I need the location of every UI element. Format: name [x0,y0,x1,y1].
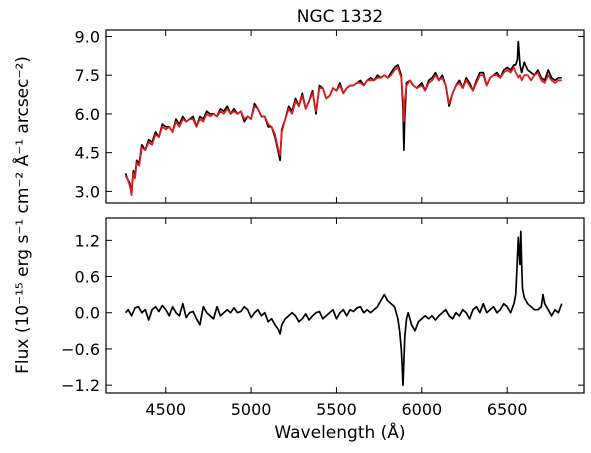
spectrum-line-observed [124,40,562,194]
y-tick-label: 0.6 [75,268,100,287]
y-axis-label: Flux (10⁻¹⁵ erg s⁻¹ cm⁻² Å⁻¹ arcsec⁻²) [11,56,33,374]
x-tick-label: 6500 [487,400,528,419]
y-tick-label: 1.2 [75,231,100,250]
spectrum-line-model [124,66,562,197]
y-tick-label: −0.6 [61,340,100,359]
y-tick-label: 7.5 [75,66,100,85]
y-tick-label: 9.0 [75,27,100,46]
y-tick-label: 3.0 [75,182,100,201]
y-tick-label: −1.2 [61,376,100,395]
bottom-panel-ticks: 4500 5000 5500 6000 6500 −1.2 −0.6 0.0 0.6 1.2 [61,218,584,419]
y-tick-label: 0.0 [75,304,100,323]
bottom-panel-series [124,230,563,387]
x-axis-label: Wavelength (Å) [274,421,405,443]
top-panel-series [124,40,562,197]
bottom-panel-frame [105,217,585,394]
x-tick-label: 5500 [316,400,357,419]
chart-title: NGC 1332 [297,7,383,27]
x-tick-label: 4500 [145,400,186,419]
spectrum-line-observed [124,230,563,387]
y-tick-label: 4.5 [75,144,100,163]
y-tick-label: 6.0 [75,105,100,124]
x-tick-label: 6000 [401,400,442,419]
top-panel-ticks: 3.0 4.5 6.0 7.5 9.0 [75,27,584,203]
bottom-panel: 4500 5000 5500 6000 6500 −1.2 −0.6 0.0 0.6 1.2 [61,217,585,419]
x-tick-label: 5000 [231,400,272,419]
top-panel: 3.0 4.5 6.0 7.5 9.0 [75,27,585,204]
top-panel-frame [105,29,585,204]
